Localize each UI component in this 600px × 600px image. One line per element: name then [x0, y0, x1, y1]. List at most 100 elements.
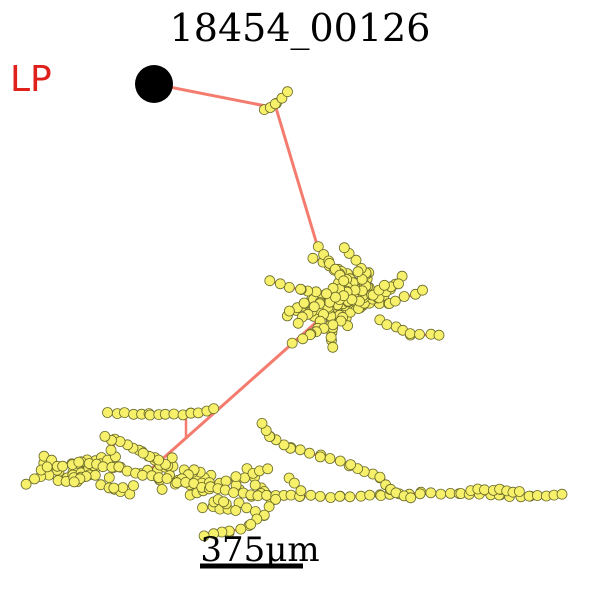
node-marker	[286, 337, 298, 349]
node-marker	[350, 254, 362, 266]
node-marker	[283, 305, 295, 317]
node-marker	[89, 469, 101, 481]
node-marker	[137, 469, 149, 481]
node-marker	[338, 275, 350, 287]
node-marker	[249, 479, 261, 491]
node-marker	[375, 490, 387, 502]
node-marker	[230, 471, 242, 483]
node-marker	[235, 523, 247, 535]
branch-segment	[152, 82, 278, 110]
corner-label: LP	[10, 59, 52, 100]
node-marker	[393, 278, 404, 290]
node-marker	[381, 319, 393, 331]
node-marker	[103, 472, 115, 484]
node-marker	[288, 477, 300, 489]
node-marker	[283, 281, 295, 293]
node-marker	[156, 483, 168, 495]
node-marker	[325, 331, 337, 343]
node-marker	[298, 297, 310, 309]
node-marker	[334, 490, 346, 502]
node-marker	[325, 492, 337, 503]
node-marker	[99, 430, 111, 442]
node-marker	[137, 447, 149, 459]
node-marker	[208, 403, 220, 415]
node-marker	[270, 493, 282, 505]
node-marker	[20, 478, 32, 490]
scale-bar-label: 375μm	[200, 530, 319, 570]
node-marker	[166, 452, 178, 464]
node-marker	[308, 301, 320, 313]
node-marker	[108, 482, 120, 494]
node-marker	[245, 519, 257, 530]
node-marker	[218, 496, 230, 508]
node-marker	[256, 417, 268, 429]
node-marker	[355, 490, 367, 502]
node-marker	[230, 505, 242, 516]
node-marker	[29, 473, 40, 485]
node-marker	[274, 278, 286, 290]
node-marker	[73, 456, 85, 468]
node-marker	[282, 86, 293, 98]
node-marker	[68, 476, 80, 488]
node-marker	[220, 475, 232, 487]
node-marker	[435, 488, 447, 500]
node-marker	[374, 471, 386, 483]
node-marker	[119, 407, 130, 419]
branch-segment	[274, 106, 320, 250]
node-marker	[153, 454, 165, 466]
node-marker	[97, 461, 109, 473]
node-marker	[263, 501, 275, 513]
node-marker	[330, 291, 341, 303]
node-marker	[398, 291, 410, 302]
node-marker	[41, 461, 53, 473]
node-marker	[117, 482, 129, 494]
node-marker	[414, 488, 426, 500]
node-marker	[314, 490, 326, 502]
node-marker	[405, 492, 417, 504]
node-marker	[295, 283, 307, 295]
node-marker	[345, 459, 357, 471]
node-marker	[364, 489, 376, 501]
node-marker	[128, 480, 139, 492]
node-marker	[417, 284, 428, 296]
node-marker	[261, 489, 273, 501]
node-marker	[264, 275, 276, 287]
node-marker	[314, 451, 326, 463]
node-marker	[228, 487, 240, 499]
node-marker	[414, 328, 425, 340]
node-marker	[161, 473, 173, 485]
node-marker	[324, 453, 336, 464]
node-marker	[389, 295, 401, 307]
node-marker	[262, 463, 274, 475]
node-marker	[57, 460, 68, 472]
node-marker	[292, 317, 304, 329]
node-marker	[321, 288, 332, 300]
node-layer	[20, 86, 568, 542]
node-marker	[334, 455, 346, 467]
node-marker	[295, 485, 307, 497]
node-marker	[304, 447, 315, 459]
node-marker	[479, 484, 490, 496]
node-marker	[168, 408, 180, 420]
soma	[135, 65, 173, 103]
node-marker	[404, 328, 416, 340]
node-marker	[278, 439, 290, 451]
node-marker	[556, 488, 568, 500]
node-marker	[352, 266, 364, 278]
node-marker	[312, 241, 324, 253]
node-marker	[338, 242, 350, 254]
node-marker	[305, 489, 317, 501]
node-marker	[105, 444, 117, 456]
node-marker	[344, 491, 356, 503]
node-marker	[433, 329, 445, 341]
node-marker	[198, 530, 210, 542]
node-marker	[327, 341, 339, 353]
node-marker	[297, 333, 309, 345]
node-marker	[102, 407, 113, 418]
node-marker	[378, 279, 390, 291]
node-marker	[197, 502, 208, 514]
figure-title: 18454_00126	[170, 6, 431, 51]
node-marker	[327, 319, 339, 331]
node-marker	[532, 490, 543, 501]
